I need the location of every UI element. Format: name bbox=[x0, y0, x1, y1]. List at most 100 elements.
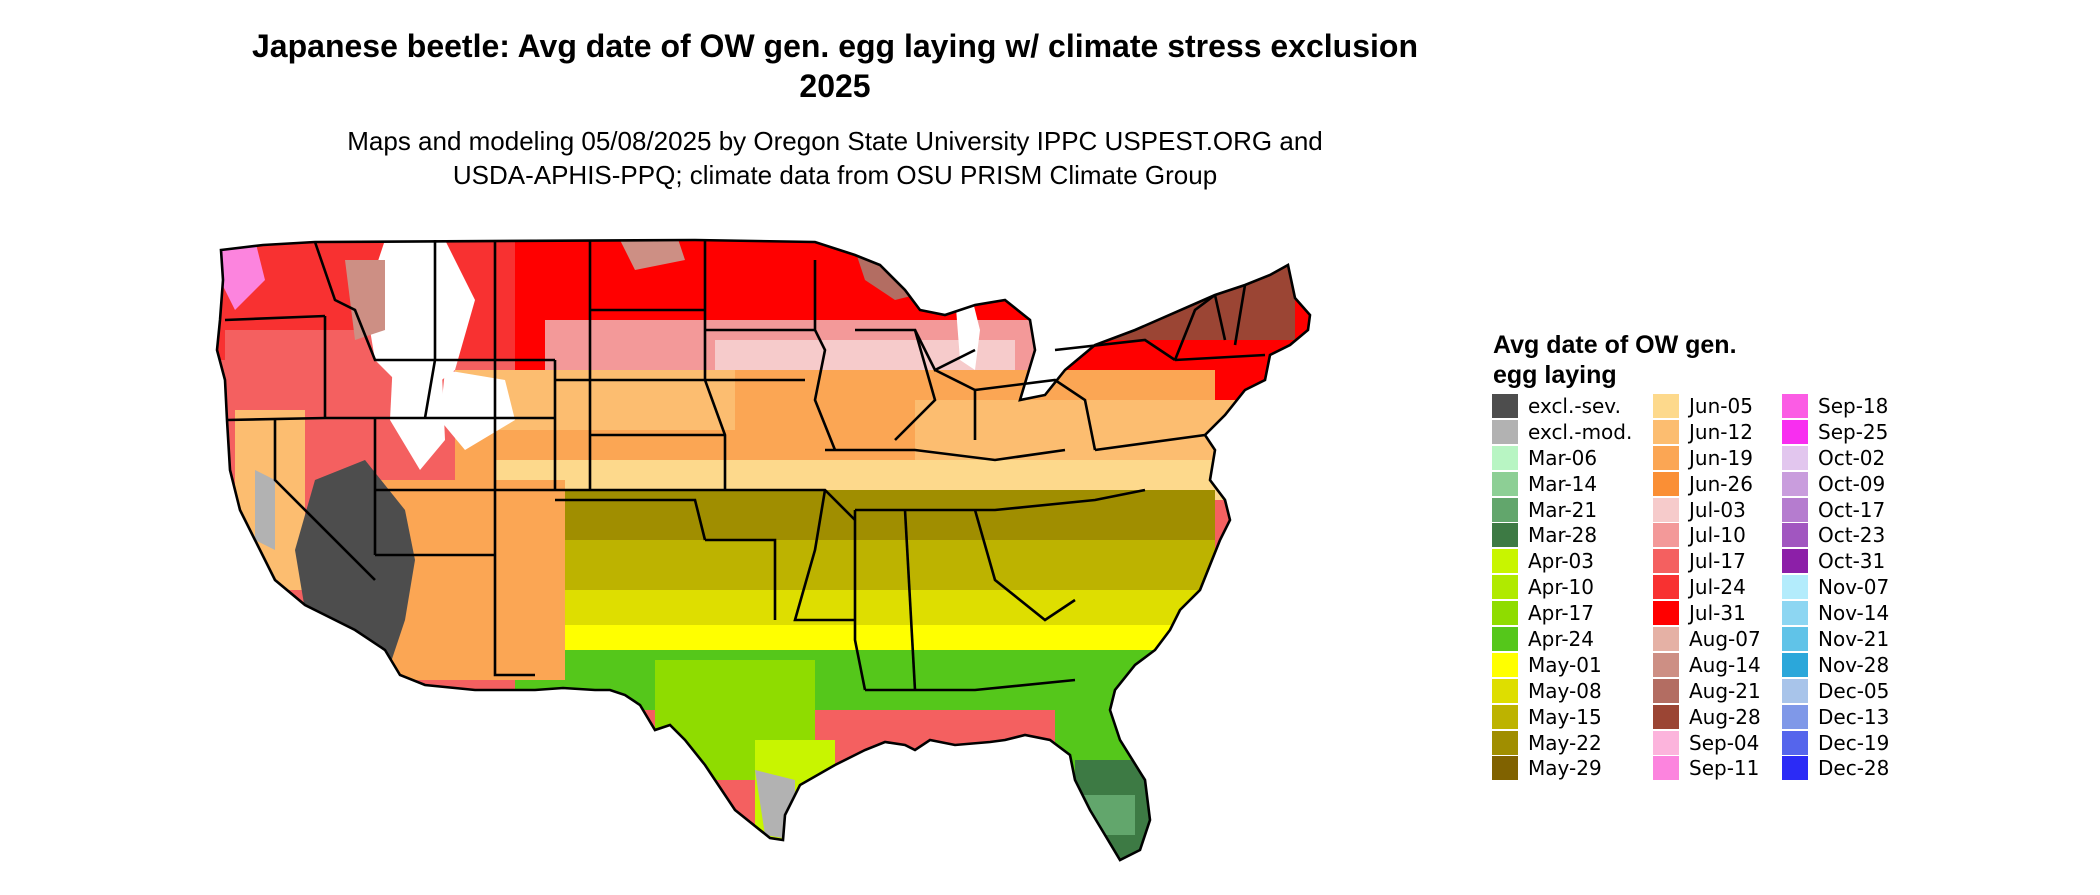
legend-label: Jul-17 bbox=[1689, 549, 1746, 574]
legend-label: May-15 bbox=[1528, 704, 1602, 729]
border-wa-or bbox=[224, 314, 326, 322]
legend-item: Dec-28 bbox=[1782, 755, 1889, 781]
region-wyoming-high bbox=[390, 320, 445, 470]
legend-label: May-08 bbox=[1528, 678, 1602, 703]
legend-swatch bbox=[1492, 523, 1518, 548]
legend-label: Nov-14 bbox=[1818, 601, 1890, 626]
legend-item: Nov-07 bbox=[1782, 574, 1889, 600]
legend-item: Dec-05 bbox=[1782, 678, 1889, 704]
legend-label: Apr-03 bbox=[1528, 549, 1594, 574]
legend-swatch bbox=[1492, 601, 1518, 626]
legend-label: Nov-21 bbox=[1818, 626, 1890, 651]
legend-swatch bbox=[1653, 704, 1679, 729]
legend-column-2: Jun-05 Jun-12 Jun-19 Jun-26 Jul-03 Jul-1… bbox=[1653, 393, 1761, 781]
legend-item: Jun-26 bbox=[1653, 471, 1761, 497]
map-title: Japanese beetle: Avg date of OW gen. egg… bbox=[230, 26, 1440, 106]
legend-item: excl.-mod. bbox=[1492, 419, 1632, 445]
legend-swatch bbox=[1492, 549, 1518, 574]
border-al-ga bbox=[903, 509, 917, 691]
legend-item: Apr-10 bbox=[1492, 574, 1632, 600]
legend-item: Aug-28 bbox=[1653, 704, 1761, 730]
region-north-dakota-brown bbox=[615, 240, 685, 270]
us-outline bbox=[215, 238, 1312, 862]
legend-swatch bbox=[1782, 601, 1808, 626]
border-ny-vt bbox=[1173, 293, 1216, 361]
legend-label: Jun-26 bbox=[1689, 471, 1753, 496]
legend-label: Apr-10 bbox=[1528, 575, 1594, 600]
legend-label: Apr-24 bbox=[1528, 626, 1594, 651]
region-mid-atlantic bbox=[915, 400, 1235, 460]
legend-label: Jun-05 bbox=[1689, 393, 1753, 418]
legend-item: May-22 bbox=[1492, 730, 1632, 756]
region-new-england-brown bbox=[1075, 260, 1295, 340]
legend-swatch bbox=[1782, 549, 1808, 574]
legend-item: Aug-07 bbox=[1653, 626, 1761, 652]
legend-item: May-29 bbox=[1492, 755, 1632, 781]
legend-item: Jul-24 bbox=[1653, 574, 1761, 600]
legend-swatch bbox=[1782, 575, 1808, 600]
legend-item: Aug-14 bbox=[1653, 652, 1761, 678]
legend-item: Nov-28 bbox=[1782, 652, 1889, 678]
legend-swatch bbox=[1653, 393, 1679, 418]
legend-label: May-01 bbox=[1528, 652, 1602, 677]
legend-swatch bbox=[1782, 393, 1808, 418]
legend-item: Sep-04 bbox=[1653, 730, 1761, 756]
border-ga-sc bbox=[973, 509, 1076, 622]
legend-item: Jun-12 bbox=[1653, 419, 1761, 445]
border-pa-ny bbox=[1054, 338, 1176, 362]
legend-item: Jun-05 bbox=[1653, 393, 1761, 419]
legend-label: Sep-18 bbox=[1818, 393, 1889, 418]
legend-item: Mar-14 bbox=[1492, 471, 1632, 497]
legend-label: Jun-12 bbox=[1689, 419, 1753, 444]
border-il-in bbox=[855, 328, 937, 441]
legend-swatch bbox=[1492, 652, 1518, 677]
legend-swatch bbox=[1492, 730, 1518, 755]
legend-label: Oct-02 bbox=[1818, 445, 1886, 470]
region-idaho-brown bbox=[345, 260, 385, 340]
legend-item: Mar-28 bbox=[1492, 522, 1632, 548]
legend-swatch bbox=[1653, 497, 1679, 522]
legend-swatch bbox=[1653, 471, 1679, 496]
legend-label: Oct-23 bbox=[1818, 523, 1886, 548]
subtitle-line-2: USDA-APHIS-PPQ; climate data from OSU PR… bbox=[452, 160, 1218, 190]
legend-swatch bbox=[1653, 549, 1679, 574]
legend-swatch bbox=[1782, 678, 1808, 703]
border-ar-la bbox=[705, 538, 777, 620]
legend-label: Jul-24 bbox=[1689, 575, 1746, 600]
subtitle-line-1: Maps and modeling 05/08/2025 by Oregon S… bbox=[347, 126, 1323, 156]
legend-swatch bbox=[1653, 523, 1679, 548]
legend-swatch bbox=[1492, 626, 1518, 651]
legend-label: Mar-21 bbox=[1528, 497, 1598, 522]
legend-item: Apr-17 bbox=[1492, 600, 1632, 626]
legend-item: Oct-09 bbox=[1782, 471, 1889, 497]
legend-label: Mar-28 bbox=[1528, 523, 1598, 548]
legend-swatch bbox=[1492, 445, 1518, 470]
legend-column-1: excl.-sev. excl.-mod. Mar-06 Mar-14 Mar-… bbox=[1492, 393, 1632, 781]
legend-swatch bbox=[1492, 756, 1518, 781]
legend-swatch bbox=[1653, 601, 1679, 626]
legend-label: Jul-31 bbox=[1689, 601, 1746, 626]
legend-label: Aug-14 bbox=[1689, 652, 1761, 677]
region-excluded-moderate bbox=[255, 470, 275, 550]
border-ca-nv bbox=[273, 420, 376, 581]
legend-swatch bbox=[1782, 730, 1808, 755]
legend-label: Sep-04 bbox=[1689, 730, 1760, 755]
legend-item: Sep-25 bbox=[1782, 419, 1889, 445]
border-va-md bbox=[1094, 433, 1206, 452]
border-wi-il bbox=[813, 260, 837, 451]
border-tx-ok bbox=[555, 498, 707, 541]
legend-item: Oct-02 bbox=[1782, 445, 1889, 471]
border-ma bbox=[1174, 353, 1266, 362]
state-boundaries bbox=[215, 238, 1312, 862]
legend-title: Avg date of OW gen. egg laying bbox=[1493, 331, 1737, 389]
legend-label: Dec-05 bbox=[1818, 678, 1890, 703]
legend-label: Jun-19 bbox=[1689, 445, 1753, 470]
legend-item: Dec-19 bbox=[1782, 730, 1889, 756]
legend-label: excl.-sev. bbox=[1528, 393, 1621, 418]
map-subtitle: Maps and modeling 05/08/2025 by Oregon S… bbox=[230, 124, 1440, 192]
legend-label: Jul-10 bbox=[1689, 523, 1746, 548]
legend-item: Oct-31 bbox=[1782, 548, 1889, 574]
legend-item: May-15 bbox=[1492, 704, 1632, 730]
legend-item: May-01 bbox=[1492, 652, 1632, 678]
us-map bbox=[215, 220, 1455, 895]
